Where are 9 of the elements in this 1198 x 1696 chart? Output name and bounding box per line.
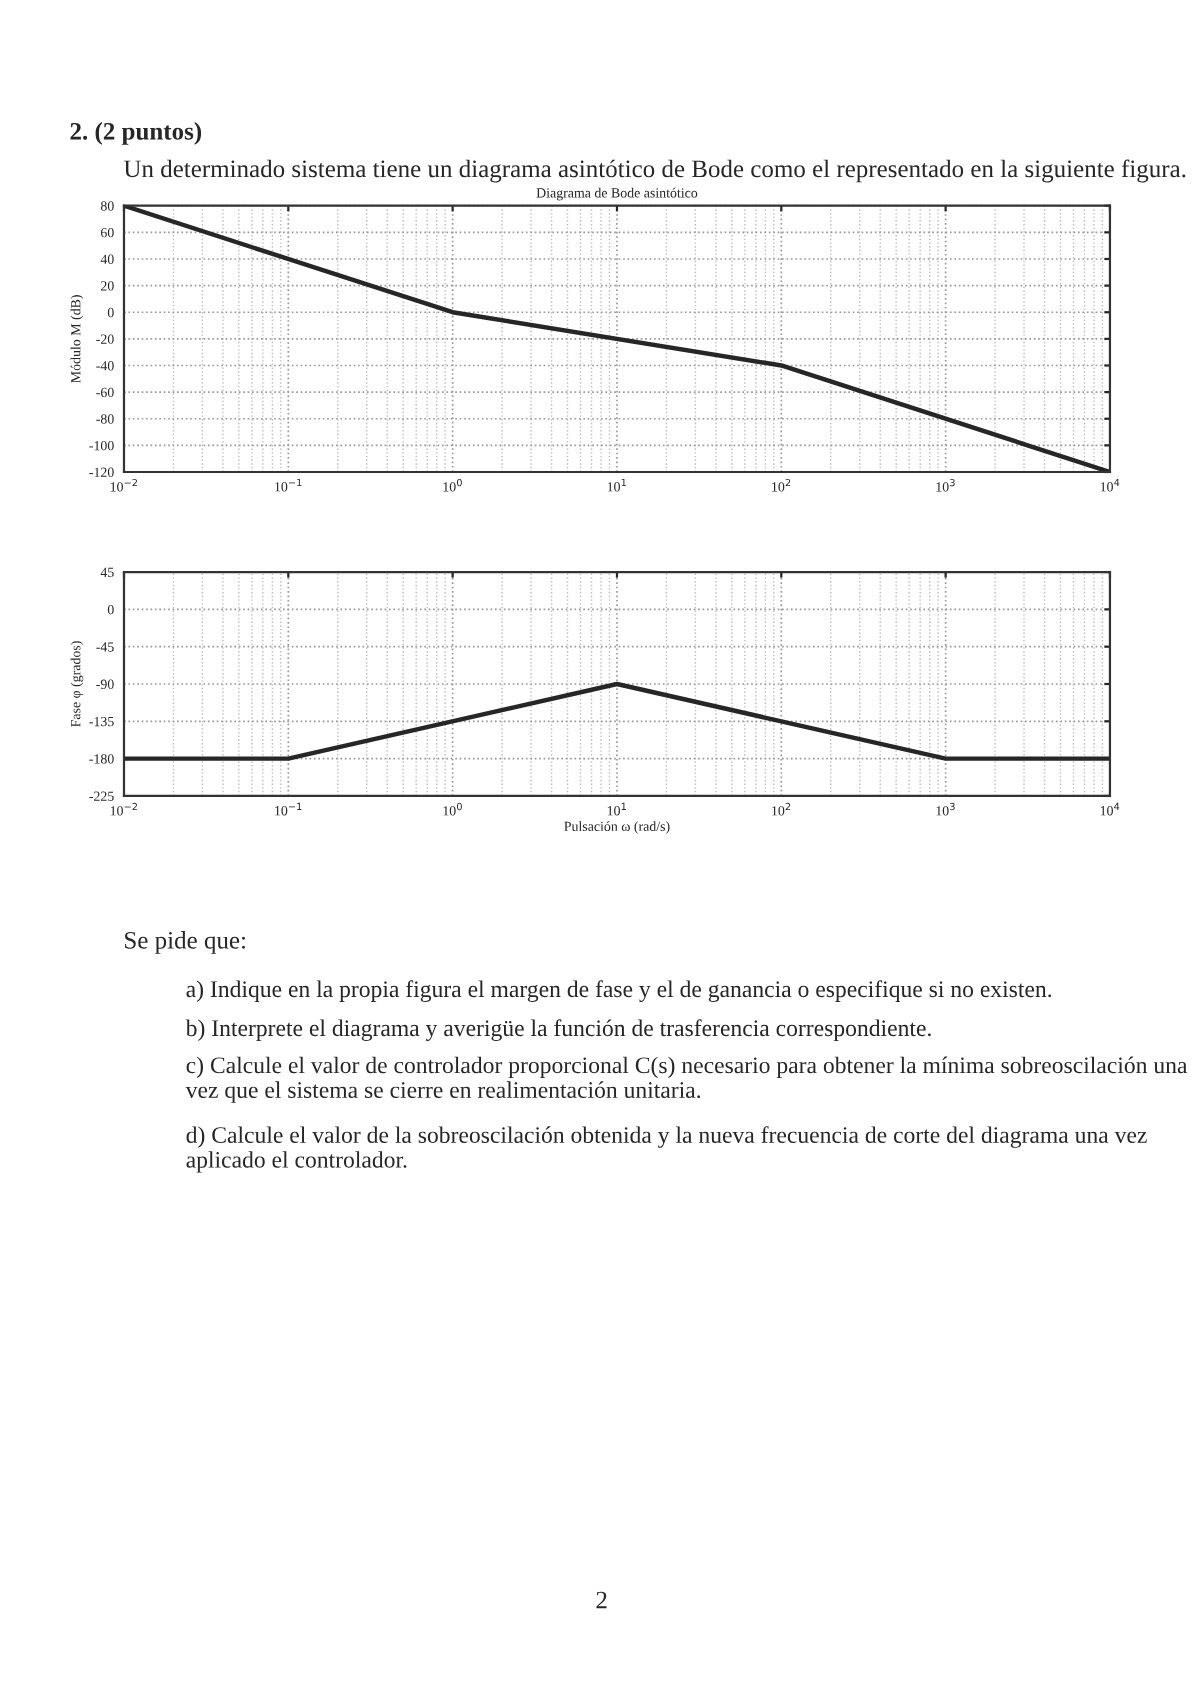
text: d) Calcule el valor de la sobreoscilación obtenida y la nueva frecuencia de corte del diagrama una vez aplicado el controlador. xyxy=(186,1126,1147,1173)
line-series xyxy=(123,205,1110,472)
text: b) Interprete el diagrama y averigüe la función de trasferencia correspondiente. xyxy=(185,1019,931,1042)
text: 2 xyxy=(596,1591,607,1609)
text: a) Indique en la propia figura el margen de fase y el de ganancia o especifique si no existen. xyxy=(186,980,1052,1003)
text: c) Calcule el valor de controlador proporcional C(s) necesario para obtener la mínima sobreoscilación una vez que el sistema se cierre en realimentación unitaria. xyxy=(185,1056,1188,1103)
text: Un determinado sistema tiene un diagrama asintótico de Bode como el representado en la siguiente figura. xyxy=(123,159,1186,183)
text: Se pide que: xyxy=(125,931,245,954)
text: 2. (2 puntos) xyxy=(70,122,202,145)
